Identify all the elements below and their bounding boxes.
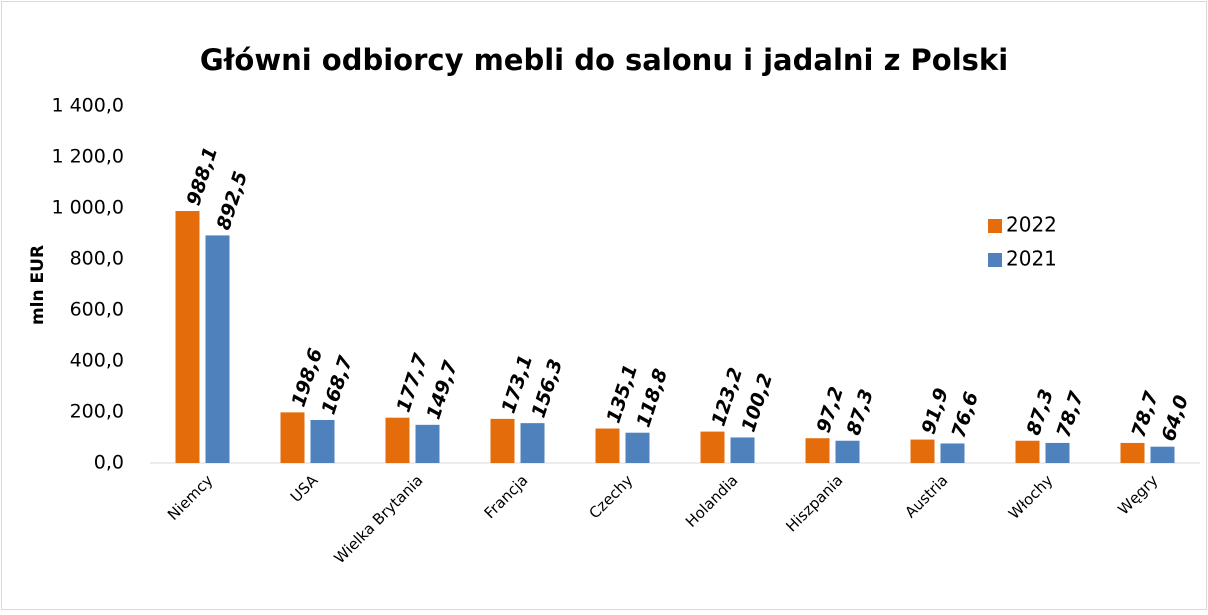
bar — [310, 419, 335, 463]
y-tick-label: 1 000,0 — [51, 197, 124, 219]
chart-title: Główni odbiorcy mebli do salonu i jadaln… — [200, 43, 1008, 77]
y-tick-label: 0,0 — [94, 452, 124, 474]
bar — [595, 428, 620, 463]
y-tick-label: 800,0 — [70, 248, 124, 270]
bar — [1150, 446, 1175, 463]
bar — [700, 431, 725, 463]
bar — [1120, 442, 1145, 463]
y-tick-label: 200,0 — [70, 401, 124, 423]
bar — [385, 417, 410, 463]
y-tick-label: 600,0 — [70, 299, 124, 321]
legend-label: 2022 — [1006, 213, 1057, 237]
bar — [490, 418, 515, 463]
bar — [940, 443, 965, 463]
y-axis-label: mln EUR — [28, 245, 48, 325]
bar — [910, 439, 935, 463]
bar — [1015, 440, 1040, 463]
bar — [415, 424, 440, 463]
y-tick-label: 1 200,0 — [51, 146, 124, 168]
bar — [730, 437, 755, 463]
bar — [175, 211, 200, 463]
bar — [1045, 442, 1070, 463]
legend-swatch — [988, 219, 1002, 233]
bar — [520, 423, 545, 463]
bar — [835, 440, 860, 463]
legend-label: 2021 — [1006, 247, 1057, 271]
y-tick-label: 1 400,0 — [51, 95, 124, 117]
bar — [805, 438, 830, 463]
bar — [205, 235, 230, 463]
legend-swatch — [988, 253, 1002, 267]
bar — [280, 412, 305, 463]
bar — [625, 432, 650, 463]
y-tick-label: 400,0 — [70, 350, 124, 372]
